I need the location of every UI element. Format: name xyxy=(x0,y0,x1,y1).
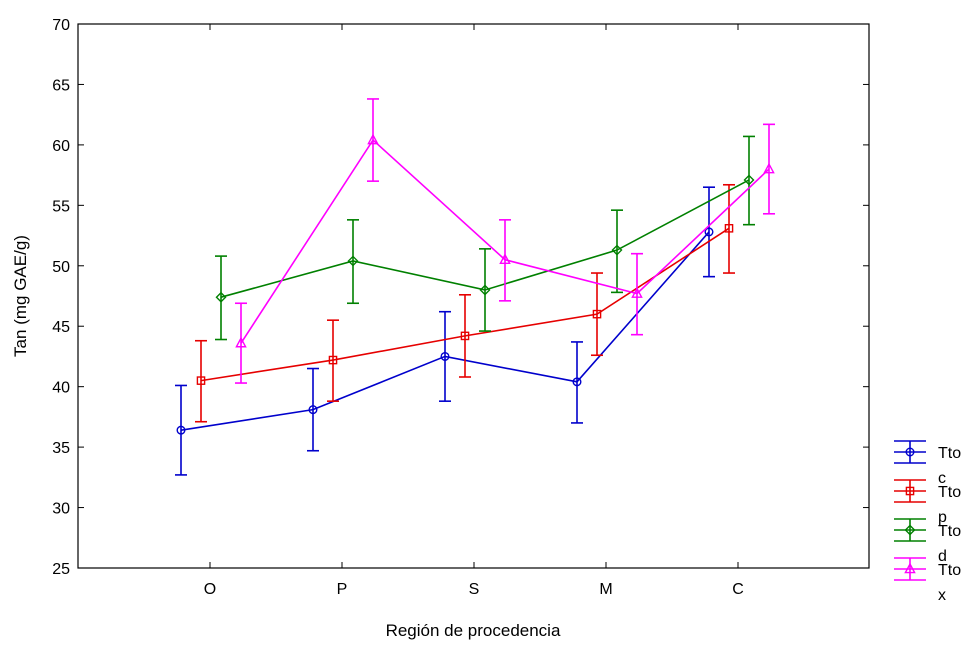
x-tick-label: C xyxy=(732,581,744,598)
y-tick-label: 30 xyxy=(52,501,70,518)
data-point xyxy=(724,224,734,233)
legend-marker xyxy=(905,486,915,496)
data-point xyxy=(611,244,623,256)
data-point xyxy=(367,133,379,145)
data-point xyxy=(631,287,643,298)
y-tick-label: 50 xyxy=(52,259,70,276)
legend-label-cont: p xyxy=(938,509,947,526)
y-axis: 25 30 35 40 45 50 55 60 65 70 xyxy=(52,17,869,578)
data-point xyxy=(572,377,582,387)
y-axis-title: Tan (mg GAE/g) xyxy=(11,235,30,357)
data-point xyxy=(704,227,714,237)
series-tto-c xyxy=(175,186,715,476)
data-point xyxy=(479,284,491,296)
y-tick-label: 70 xyxy=(52,17,70,34)
data-point xyxy=(328,355,338,365)
data-point xyxy=(176,425,186,435)
data-point xyxy=(235,336,247,348)
legend-marker xyxy=(904,562,916,574)
data-point xyxy=(196,376,206,385)
data-point xyxy=(215,291,227,303)
legend-marker xyxy=(905,447,915,457)
series-tto-x xyxy=(235,98,775,384)
legend-label-cont: x xyxy=(938,587,946,604)
x-tick-label: P xyxy=(337,581,348,598)
legend-entry: Tto x xyxy=(894,557,961,604)
data-point xyxy=(499,253,511,265)
x-tick-label: M xyxy=(599,581,612,598)
legend-entry: Tto c xyxy=(894,440,961,487)
legend-label: Tto xyxy=(938,484,961,501)
legend-entry: Tto p xyxy=(894,479,961,526)
plot-area xyxy=(77,23,870,569)
data-point xyxy=(592,309,602,319)
legend-label: Tto xyxy=(938,562,961,579)
data-point xyxy=(763,162,775,174)
data-point xyxy=(440,351,450,361)
legend-marker xyxy=(904,524,916,536)
x-tick-label: O xyxy=(204,581,216,598)
legend-entry: Tto d xyxy=(894,518,961,565)
y-tick-label: 60 xyxy=(52,138,70,155)
y-tick-label: 35 xyxy=(52,440,70,457)
legend-label: Tto xyxy=(938,445,961,462)
x-tick-label: S xyxy=(469,581,480,598)
y-tick-label: 40 xyxy=(52,380,70,397)
legend-label-cont: c xyxy=(938,470,946,487)
data-point xyxy=(308,405,318,415)
legend-label: Tto xyxy=(938,523,961,540)
y-tick-label: 55 xyxy=(52,198,70,215)
y-tick-label: 45 xyxy=(52,319,70,336)
data-point xyxy=(743,174,755,186)
y-tick-label: 65 xyxy=(52,77,70,94)
y-tick-label: 25 xyxy=(52,561,70,578)
series-tto-p xyxy=(195,183,735,423)
data-point xyxy=(460,331,470,341)
series-layer xyxy=(175,98,775,476)
legend-label-cont: d xyxy=(938,548,947,565)
series-tto-d xyxy=(215,135,755,341)
data-point xyxy=(347,255,359,267)
x-axis-title: Región de procedencia xyxy=(386,621,561,640)
